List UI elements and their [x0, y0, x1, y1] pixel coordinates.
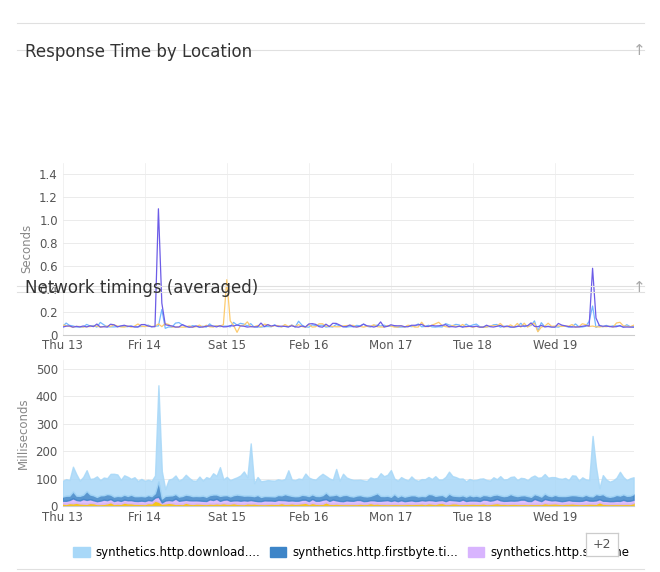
Text: +2: +2: [593, 538, 611, 551]
Legend: synthetics.http.download...., synthetics.http.firstbyte.ti..., synthetics.http.s: synthetics.http.download...., synthetics…: [69, 541, 634, 564]
Text: ↑: ↑: [632, 43, 645, 58]
Legend: London (AWS), Paris (AWS), Frankfurt (GCP): London (AWS), Paris (AWS), Frankfurt (GC…: [69, 371, 414, 394]
Text: ↑: ↑: [632, 280, 645, 295]
Text: Network timings (averaged): Network timings (averaged): [25, 279, 258, 297]
Y-axis label: Milliseconds: Milliseconds: [17, 398, 30, 469]
Y-axis label: Seconds: Seconds: [20, 224, 34, 273]
Text: Response Time by Location: Response Time by Location: [25, 43, 252, 61]
